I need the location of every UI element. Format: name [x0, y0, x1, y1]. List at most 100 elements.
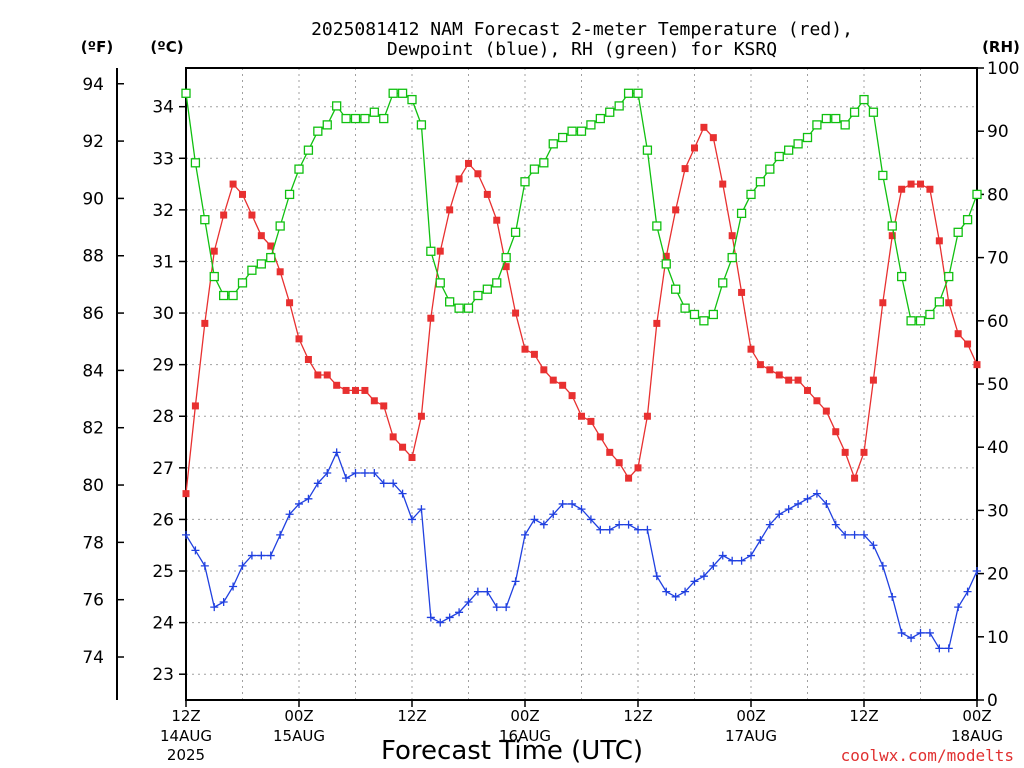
dewpoint-point	[728, 556, 737, 565]
temperature-point	[766, 366, 774, 374]
temperature-point	[822, 407, 830, 415]
temperature-point	[662, 252, 670, 260]
dewpoint-point	[586, 515, 595, 524]
dewpoint-point	[869, 541, 878, 550]
temperature-point	[775, 371, 783, 379]
rh-point	[802, 132, 813, 143]
dewpoint-point	[417, 505, 426, 514]
rh-point	[906, 316, 916, 326]
temperature-point	[417, 412, 425, 420]
temperature-point	[964, 340, 972, 348]
rh-tick-label: 90	[987, 122, 1009, 142]
rh-point	[746, 189, 756, 200]
rh-point	[435, 278, 445, 288]
dewpoint-point	[492, 603, 501, 612]
rh-point	[755, 177, 766, 187]
dewpoint-point	[398, 489, 407, 498]
temperature-point	[512, 309, 520, 317]
dewpoint-point	[295, 499, 303, 508]
temperature-point	[756, 361, 764, 369]
temperature-point	[973, 361, 981, 369]
rh-point	[784, 145, 794, 155]
rh-point	[642, 145, 653, 155]
rh-point	[247, 265, 257, 275]
rh-point	[200, 215, 210, 225]
rh-point	[614, 101, 624, 111]
rh-point	[736, 208, 747, 219]
celsius-tick-label: 24	[152, 614, 174, 634]
time-tick-label: 00Z	[962, 707, 991, 725]
rh-point	[219, 290, 229, 301]
temperature-point	[606, 448, 614, 456]
dewpoint-point	[191, 546, 200, 555]
rh-point	[303, 145, 314, 155]
rh-point	[821, 113, 831, 124]
celsius-tick-label: 31	[152, 252, 174, 272]
temperature-point	[681, 165, 689, 173]
rh-point	[209, 271, 219, 282]
dewpoint-point	[257, 551, 266, 560]
fahrenheit-tick-label: 84	[82, 361, 104, 381]
temperature-point	[304, 355, 312, 363]
rh-point	[925, 309, 935, 320]
dewpoint-point	[935, 644, 944, 653]
temperature-point	[728, 232, 736, 240]
temperature-point	[295, 335, 303, 343]
rh-point	[190, 158, 201, 168]
dewpoint-point	[568, 499, 577, 508]
rh-point	[529, 164, 540, 174]
rh-point	[586, 120, 596, 130]
rh-point	[501, 252, 511, 263]
temperature-point	[615, 459, 623, 467]
temperature-point	[672, 206, 680, 214]
dewpoint-point	[765, 520, 774, 529]
dewpoint-point	[605, 525, 614, 534]
dewpoint-point	[502, 603, 511, 612]
dewpoint-point	[699, 572, 708, 581]
temperature-point	[945, 299, 953, 307]
rh-unit-label: (RH)	[982, 38, 1020, 56]
rh-tick-label: 100	[987, 59, 1019, 79]
rh-tick-label: 20	[987, 565, 1009, 585]
rh-point	[934, 297, 944, 307]
dewpoint-point	[718, 551, 727, 560]
time-tick-label: 00Z	[284, 707, 313, 725]
fahrenheit-tick-label: 92	[82, 132, 104, 152]
chart-title-line-2: Dewpoint (blue), RH (green) for KSRQ	[387, 39, 777, 60]
rh-point	[652, 221, 662, 231]
temperature-point	[860, 448, 868, 456]
temperature-point	[813, 397, 821, 405]
rh-point	[887, 221, 897, 231]
date-tick-label: 14AUG	[160, 727, 212, 745]
celsius-tick-label: 29	[152, 356, 174, 376]
temperature-point	[804, 386, 811, 394]
temperature-point	[738, 288, 746, 296]
temperature-point	[954, 330, 962, 338]
dewpoint-point	[558, 499, 567, 508]
dewpoint-point	[831, 520, 840, 529]
dewpoint-point	[737, 556, 746, 565]
temperature-point	[634, 464, 642, 472]
dewpoint-point	[342, 474, 351, 483]
temperature-point	[917, 180, 924, 188]
temperature-point	[794, 376, 802, 384]
dewpoint-point	[483, 587, 492, 596]
time-tick-label: 12Z	[849, 707, 878, 725]
dewpoint-point	[709, 561, 718, 570]
rh-point	[953, 227, 963, 237]
date-tick-label: 16AUG	[499, 727, 551, 745]
rh-point	[313, 126, 323, 136]
rh-point	[718, 278, 728, 288]
celsius-unit-label: (ºC)	[150, 38, 183, 56]
temperature-point	[239, 190, 246, 198]
temperature-point	[747, 345, 755, 353]
fahrenheit-tick-label: 78	[82, 533, 104, 553]
temperature-point	[653, 319, 661, 327]
dewpoint-point	[238, 561, 247, 570]
dewpoint-point	[794, 499, 803, 508]
rh-point	[275, 221, 285, 231]
dewpoint-point	[229, 582, 238, 591]
rh-point	[567, 126, 577, 136]
rh-point	[350, 113, 361, 124]
dewpoint-point	[304, 494, 313, 503]
